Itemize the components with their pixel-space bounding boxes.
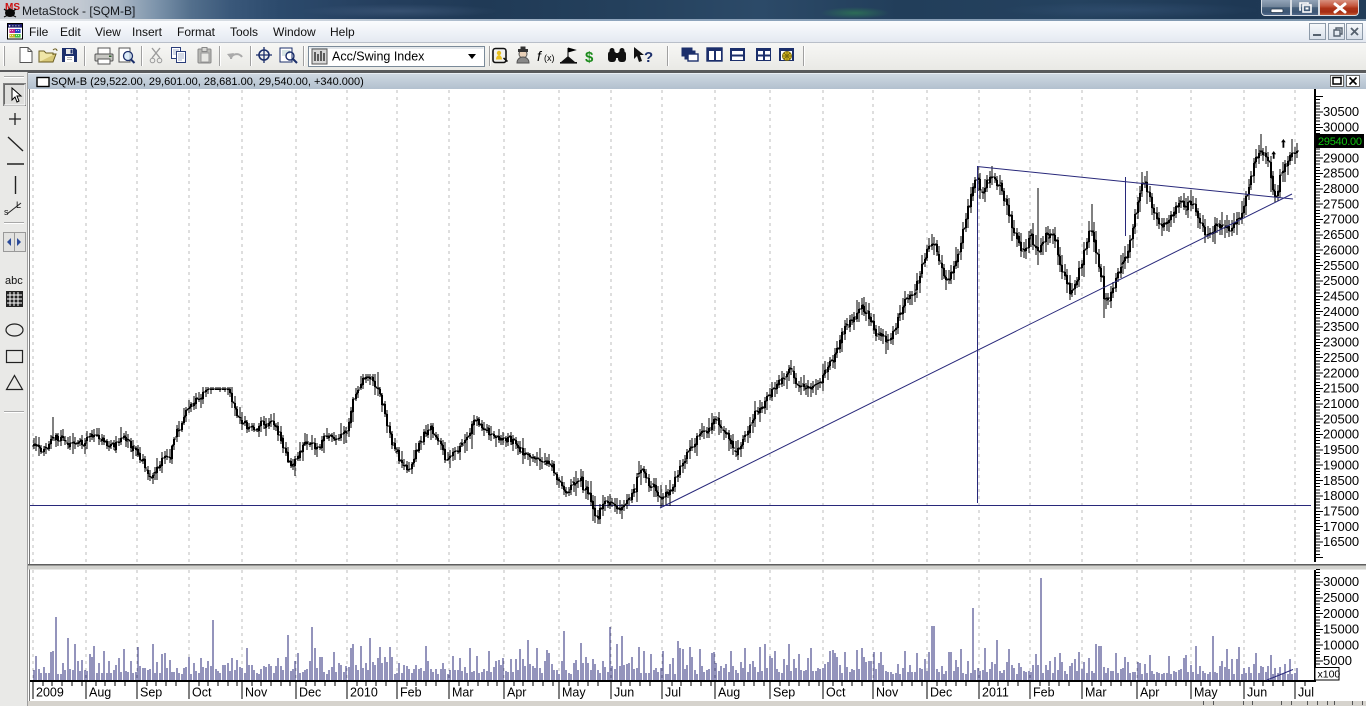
svg-text:28500: 28500 (1323, 166, 1359, 181)
svg-text:Jul: Jul (1298, 686, 1314, 700)
svg-text:30000: 30000 (1323, 120, 1359, 135)
svg-text:2011: 2011 (982, 686, 1009, 700)
svg-text:May: May (562, 686, 586, 700)
svg-text:24500: 24500 (1323, 289, 1359, 304)
svg-text:MS: MS (5, 2, 20, 13)
svg-text:22500: 22500 (1323, 350, 1359, 365)
svg-text:28000: 28000 (1323, 181, 1359, 196)
svg-text:Jun: Jun (614, 686, 634, 700)
svg-text:2010: 2010 (350, 686, 378, 700)
svg-text:Acc/Swing Index: Acc/Swing Index (332, 50, 425, 64)
svg-text:26500: 26500 (1323, 227, 1359, 242)
svg-text:20000: 20000 (1323, 606, 1359, 621)
svg-text:abc: abc (5, 275, 23, 287)
svg-text:May: May (1194, 686, 1218, 700)
svg-text:Nov: Nov (876, 686, 899, 700)
svg-text:25000: 25000 (1323, 590, 1359, 605)
svg-text:10000: 10000 (1323, 637, 1359, 652)
svg-text:s: s (4, 207, 9, 217)
svg-text:23500: 23500 (1323, 319, 1359, 334)
svg-text:Dec: Dec (299, 686, 321, 700)
svg-text:21500: 21500 (1323, 381, 1359, 396)
svg-text:27500: 27500 (1323, 196, 1359, 211)
svg-text:Aug: Aug (89, 686, 111, 700)
svg-text:f: f (537, 48, 543, 64)
svg-text:30000: 30000 (1323, 574, 1359, 589)
svg-text:17500: 17500 (1323, 504, 1359, 519)
svg-text:19000: 19000 (1323, 457, 1359, 472)
svg-text:Jul: Jul (665, 686, 681, 700)
svg-text:17000: 17000 (1323, 519, 1359, 534)
svg-text:16500: 16500 (1323, 534, 1359, 549)
svg-text:Nov: Nov (245, 686, 268, 700)
svg-text:Sep: Sep (140, 686, 162, 700)
svg-text:x100: x100 (1318, 669, 1341, 681)
svg-text:Oct: Oct (826, 686, 846, 700)
svg-text:Oct: Oct (192, 686, 212, 700)
svg-text:Apr: Apr (1140, 686, 1159, 700)
svg-text:30500: 30500 (1323, 104, 1359, 119)
svg-text:Apr: Apr (507, 686, 526, 700)
svg-text:26000: 26000 (1323, 242, 1359, 257)
svg-text:Mar: Mar (1085, 686, 1107, 700)
svg-text:18000: 18000 (1323, 488, 1359, 503)
svg-text:21000: 21000 (1323, 396, 1359, 411)
svg-text:20000: 20000 (1323, 427, 1359, 442)
svg-text:2009: 2009 (36, 686, 64, 700)
svg-text:$: $ (585, 49, 594, 66)
svg-text:Aug: Aug (718, 686, 740, 700)
svg-text:25000: 25000 (1323, 273, 1359, 288)
svg-text:15000: 15000 (1323, 622, 1359, 637)
svg-text:23000: 23000 (1323, 335, 1359, 350)
svg-text:Feb: Feb (400, 686, 422, 700)
svg-text:18500: 18500 (1323, 473, 1359, 488)
svg-text:25500: 25500 (1323, 258, 1359, 273)
svg-text:?: ? (644, 49, 653, 66)
svg-text:19500: 19500 (1323, 442, 1359, 457)
svg-text:(x): (x) (544, 53, 555, 63)
svg-text:Dec: Dec (930, 686, 952, 700)
svg-text:Sep: Sep (773, 686, 795, 700)
svg-text:5000: 5000 (1323, 653, 1352, 668)
svg-text:22000: 22000 (1323, 365, 1359, 380)
svg-text:Mar: Mar (452, 686, 474, 700)
svg-text:20500: 20500 (1323, 411, 1359, 426)
svg-text:27000: 27000 (1323, 212, 1359, 227)
svg-text:Feb: Feb (1033, 686, 1055, 700)
svg-text:24000: 24000 (1323, 304, 1359, 319)
svg-text:Jun: Jun (1247, 686, 1267, 700)
svg-text:29540.00: 29540.00 (1318, 136, 1362, 148)
svg-text:29000: 29000 (1323, 150, 1359, 165)
